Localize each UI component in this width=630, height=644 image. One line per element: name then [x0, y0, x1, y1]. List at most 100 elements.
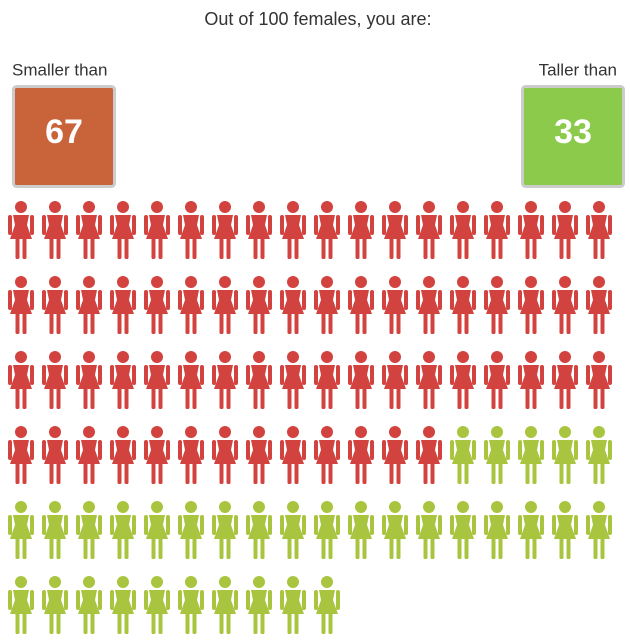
icon-arm	[200, 515, 204, 535]
icon-arm	[506, 215, 510, 235]
icon-dress	[350, 215, 372, 239]
person-icon	[484, 501, 510, 559]
icon-leg	[185, 238, 190, 259]
icon-leg	[90, 538, 95, 559]
icon-head	[559, 276, 571, 288]
person-icon	[246, 276, 272, 334]
icon-arm	[98, 515, 102, 535]
icon-arm	[404, 440, 408, 460]
icon-dress	[350, 440, 372, 464]
icon-leg	[56, 463, 61, 484]
icon-arm	[574, 365, 578, 385]
person-icon	[552, 201, 578, 259]
icon-leg	[294, 238, 299, 259]
icon-dress	[350, 365, 372, 389]
icon-leg	[600, 313, 605, 334]
icon-arm	[280, 440, 284, 460]
icon-dress	[112, 515, 134, 539]
person-icon	[382, 201, 408, 259]
icon-head	[525, 351, 537, 363]
icon-leg	[185, 538, 190, 559]
icon-arm	[42, 365, 46, 385]
person-icon	[450, 426, 476, 484]
icon-arm	[132, 365, 136, 385]
icon-head	[355, 351, 367, 363]
icon-head	[457, 351, 469, 363]
icon-arm	[200, 590, 204, 610]
icon-head	[321, 501, 333, 513]
icon-leg	[532, 538, 537, 559]
icon-dress	[316, 215, 338, 239]
icon-dress	[588, 440, 610, 464]
icon-head	[457, 501, 469, 513]
icon-arm	[314, 365, 318, 385]
icon-head	[253, 276, 265, 288]
icon-leg	[226, 538, 231, 559]
icon-head	[321, 426, 333, 438]
icon-arm	[144, 440, 148, 460]
icon-dress	[520, 290, 542, 314]
icon-arm	[586, 515, 590, 535]
person-icon	[314, 201, 340, 259]
icon-leg	[287, 313, 292, 334]
icon-arm	[200, 215, 204, 235]
icon-arm	[302, 515, 306, 535]
icon-arm	[552, 365, 556, 385]
icon-leg	[430, 238, 435, 259]
icon-leg	[566, 238, 571, 259]
person-icon	[212, 201, 238, 259]
icon-leg	[525, 538, 530, 559]
icon-arm	[234, 215, 238, 235]
icon-arm	[178, 365, 182, 385]
icon-arm	[438, 215, 442, 235]
icon-dress	[78, 515, 100, 539]
person-icon	[8, 426, 34, 484]
icon-leg	[226, 463, 231, 484]
icon-dress	[10, 515, 32, 539]
legend-label: Taller than	[539, 60, 617, 79]
icon-arm	[246, 515, 250, 535]
icon-head	[423, 351, 435, 363]
icon-arm	[132, 290, 136, 310]
icon-arm	[144, 290, 148, 310]
icon-arm	[246, 590, 250, 610]
icon-dress	[282, 590, 304, 614]
icon-dress	[316, 515, 338, 539]
icon-head	[491, 201, 503, 213]
person-icon	[382, 276, 408, 334]
icon-arm	[166, 290, 170, 310]
icon-head	[355, 501, 367, 513]
legend-value: 67	[45, 113, 83, 151]
icon-arm	[450, 440, 454, 460]
person-icon	[518, 501, 544, 559]
icon-dress	[78, 215, 100, 239]
icon-dress	[10, 215, 32, 239]
icon-arm	[166, 515, 170, 535]
icon-arm	[506, 515, 510, 535]
icon-head	[49, 426, 61, 438]
icon-arm	[268, 365, 272, 385]
icon-dress	[316, 590, 338, 614]
icon-leg	[498, 463, 503, 484]
icon-leg	[15, 388, 20, 409]
icon-head	[253, 501, 265, 513]
icon-arm	[370, 440, 374, 460]
icon-leg	[117, 313, 122, 334]
icon-leg	[192, 313, 197, 334]
person-icon	[246, 351, 272, 409]
icon-arm	[212, 290, 216, 310]
icon-leg	[430, 463, 435, 484]
icon-dress	[418, 515, 440, 539]
icon-arm	[8, 215, 12, 235]
icon-head	[219, 351, 231, 363]
icon-dress	[520, 365, 542, 389]
person-icon	[76, 426, 102, 484]
icon-arm	[268, 590, 272, 610]
icon-leg	[593, 313, 598, 334]
icon-dress	[146, 515, 168, 539]
icon-leg	[192, 538, 197, 559]
icon-leg	[117, 463, 122, 484]
icon-leg	[355, 313, 360, 334]
icon-head	[185, 351, 197, 363]
icon-leg	[253, 238, 258, 259]
